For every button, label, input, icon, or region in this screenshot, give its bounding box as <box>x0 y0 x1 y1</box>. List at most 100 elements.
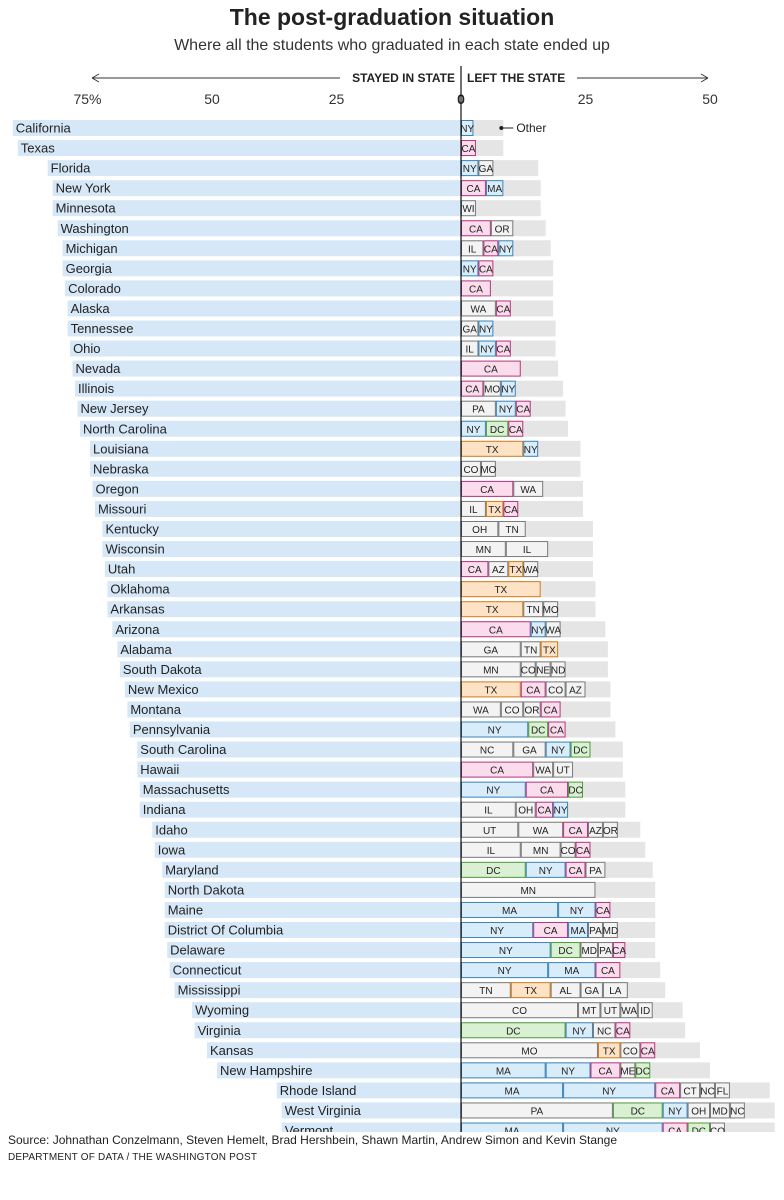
stayed-bar <box>67 320 461 337</box>
destination-label: NY <box>466 425 480 436</box>
destination-label: NY <box>486 786 500 797</box>
destination-segment <box>540 641 559 658</box>
stayed-bar <box>52 200 461 217</box>
destination-label: TX <box>494 585 507 596</box>
state-label: Iowa <box>158 842 186 857</box>
destination-segment <box>520 841 561 858</box>
destination-label: UT <box>604 1006 617 1017</box>
destination-label: OR <box>603 826 618 837</box>
destination-label: NY <box>554 806 568 817</box>
stayed-bar <box>167 942 461 959</box>
destination-segment <box>585 861 606 878</box>
state-label: Missouri <box>98 501 147 516</box>
destination-segment <box>578 1002 601 1019</box>
destination-segment <box>637 1002 653 1019</box>
destination-segment <box>545 681 566 698</box>
state-label: District Of Columbia <box>168 923 284 938</box>
state-label: Nevada <box>76 361 122 376</box>
state-label: Ohio <box>73 341 100 356</box>
stayed-bar <box>12 120 462 136</box>
destination-segment <box>620 1042 641 1059</box>
destination-label: CA <box>484 244 498 255</box>
stayed-bar <box>174 982 461 999</box>
destination-segment <box>495 340 511 357</box>
destination-label: DC <box>490 425 504 436</box>
destination-label: MA <box>571 926 586 937</box>
destination-segment <box>480 460 496 477</box>
state-label: Colorado <box>68 281 121 296</box>
destination-label: MA <box>505 1127 520 1133</box>
destination-segment <box>662 1122 688 1132</box>
destination-label: DC <box>506 1026 520 1037</box>
state-label: California <box>16 121 72 136</box>
destination-label: OH <box>518 806 533 817</box>
destination-label: CA <box>616 1026 630 1037</box>
state-label: Mississippi <box>178 983 241 998</box>
destination-label: OR <box>524 705 539 716</box>
source-note: Source: Johnathan Conzelmann, Steven Hem… <box>8 1133 618 1147</box>
destination-segment <box>533 922 569 938</box>
destination-label: CA <box>465 385 479 396</box>
stayed-bar <box>164 901 461 918</box>
destination-segment <box>528 721 549 738</box>
destination-label: CA <box>537 806 551 817</box>
state-label: Nebraska <box>93 461 149 476</box>
stayed-bar <box>72 360 461 377</box>
state-label: Maryland <box>165 862 218 877</box>
destination-label: IL <box>523 545 532 556</box>
destination-segment <box>570 741 591 758</box>
destination-label: CO <box>521 665 536 676</box>
destination-label: WA <box>523 565 539 576</box>
destination-label: GA <box>479 164 494 175</box>
destination-segment <box>640 1042 656 1059</box>
destination-label: AZ <box>492 565 505 576</box>
destination-segment <box>533 761 554 778</box>
destination-segment <box>662 1102 688 1119</box>
destination-label: DC <box>573 746 587 757</box>
destination-label: DC <box>692 1127 706 1133</box>
destination-label: NC <box>700 1086 714 1097</box>
state-label: Indiana <box>143 802 186 817</box>
destination-label: MN <box>483 665 499 676</box>
destination-segment <box>612 942 626 959</box>
destination-label: TX <box>486 605 499 616</box>
destination-segment <box>595 901 611 918</box>
destination-label: CA <box>526 685 540 696</box>
destination-label: GA <box>584 986 599 997</box>
destination-label: DC <box>568 786 582 797</box>
destination-segment <box>483 380 501 397</box>
stayed-bar <box>65 280 461 297</box>
destination-segment <box>478 320 494 337</box>
stayed-bar <box>137 741 462 758</box>
state-label: Kentucky <box>105 522 159 537</box>
destination-label: CA <box>668 1127 682 1133</box>
destination-label: TN <box>524 645 537 656</box>
destination-label: CA <box>612 946 626 957</box>
destination-label: MN <box>476 545 492 556</box>
tick-label: 50 <box>702 91 718 107</box>
destination-segment <box>558 901 596 918</box>
state-label: New Mexico <box>128 682 199 697</box>
state-label: New Hampshire <box>220 1063 312 1078</box>
stayed-bar <box>112 621 462 638</box>
destination-label: NC <box>730 1106 744 1117</box>
destination-label: CT <box>683 1086 696 1097</box>
destination-label: CO <box>463 465 478 476</box>
destination-label: WA <box>621 1006 637 1017</box>
destination-label: NY <box>531 625 545 636</box>
state-label: North Dakota <box>168 882 245 897</box>
destination-segment <box>518 821 564 838</box>
destination-segment <box>508 420 524 437</box>
stayed-bar <box>281 1122 461 1132</box>
destination-label: TX <box>543 645 556 656</box>
state-label: South Carolina <box>140 742 227 757</box>
destination-label: NY <box>499 244 513 255</box>
destination-label: TX <box>603 1046 616 1057</box>
destination-label: MO <box>521 1046 537 1057</box>
destination-label: CA <box>569 826 583 837</box>
destination-segment <box>545 621 561 638</box>
tick-label: 25 <box>578 91 594 107</box>
destination-label: MO <box>480 465 496 476</box>
state-label: Arizona <box>115 622 160 637</box>
destination-segment <box>565 861 586 878</box>
